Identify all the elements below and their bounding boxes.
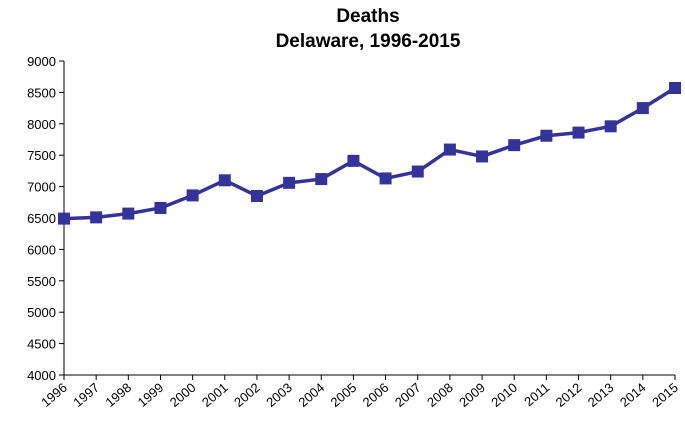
x-tick-label: 2010 (488, 380, 520, 410)
x-tick-label: 2002 (231, 380, 263, 410)
y-tick-label: 5500 (27, 274, 56, 289)
y-tick-label: 4500 (27, 337, 56, 352)
y-tick-label: 7500 (27, 148, 56, 163)
data-point (58, 212, 70, 225)
data-point (604, 120, 617, 133)
x-tick-label: 1997 (70, 380, 102, 410)
x-tick-label: 2007 (392, 380, 424, 410)
data-point (218, 174, 231, 187)
y-tick-label: 5000 (27, 305, 56, 320)
data-point (122, 207, 135, 220)
data-point (283, 176, 296, 189)
x-tick-label: 2014 (617, 380, 649, 410)
data-point (443, 143, 456, 156)
x-tick-label: 2001 (199, 380, 231, 410)
x-tick-label: 2003 (263, 380, 295, 410)
x-tick-label: 2006 (360, 380, 392, 410)
y-tick-label: 6500 (27, 211, 56, 226)
y-tick-label: 7000 (27, 180, 56, 195)
data-point (411, 165, 424, 178)
x-tick-label: 2013 (585, 380, 617, 410)
data-point (90, 211, 103, 224)
x-tick-label: 2012 (553, 380, 585, 410)
data-point (572, 126, 585, 139)
data-point (669, 82, 681, 95)
x-tick-label: 2008 (424, 380, 456, 410)
y-tick-label: 6000 (27, 242, 56, 257)
x-tick-label: 2005 (328, 380, 360, 410)
x-tick-label: 1998 (102, 380, 134, 410)
x-tick-label: 2011 (521, 380, 552, 409)
data-point (476, 150, 489, 163)
y-tick-label: 4000 (27, 368, 56, 383)
x-tick-label: 2004 (295, 380, 327, 410)
x-tick-label: 2000 (167, 380, 199, 410)
data-point (379, 172, 392, 185)
chart-subtitle: Delaware, 1996-2015 (276, 31, 461, 52)
data-line (63, 86, 676, 221)
x-tick-label: 2009 (456, 380, 488, 410)
y-tick-label: 8000 (27, 117, 56, 132)
data-point (186, 189, 199, 202)
data-point (636, 102, 649, 115)
data-point (508, 139, 521, 152)
data-point (250, 190, 263, 203)
chart-title: Deaths (336, 6, 399, 27)
data-point (540, 129, 553, 142)
data-point (347, 154, 360, 167)
y-tick-label: 9000 (27, 54, 56, 69)
x-tick-label: 1996 (38, 380, 70, 410)
data-point (315, 173, 328, 186)
y-tick-label: 8500 (27, 85, 56, 100)
x-tick-label: 1999 (135, 380, 167, 410)
data-point (154, 201, 167, 214)
x-tick-label: 2015 (649, 380, 681, 410)
